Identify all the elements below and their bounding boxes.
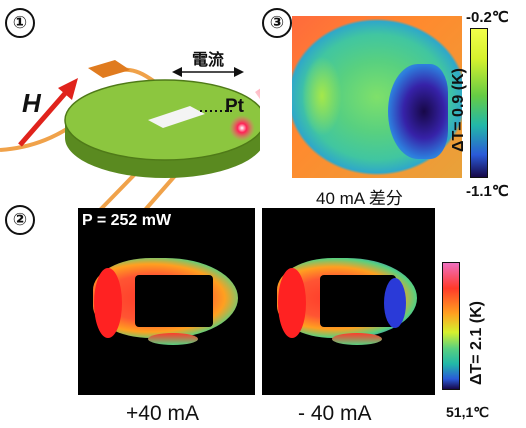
panel-marker-2: ② — [5, 205, 35, 235]
panel2-scale-bottom: 51,1℃ — [446, 404, 489, 420]
contact-pad — [88, 60, 130, 78]
panel3-colorbar — [470, 28, 488, 178]
panel3-scale-top: -0.2℃ — [466, 9, 509, 26]
power-label: P = 252 mW — [82, 212, 172, 229]
panel3-caption: 40 mA 差分 — [316, 189, 403, 208]
minus-caption: - 40 mA — [298, 402, 372, 425]
plus-caption: +40 mA — [126, 402, 199, 425]
pointer-arrow — [255, 88, 260, 100]
thermal-image-minus — [262, 208, 435, 395]
hot-spot — [229, 115, 255, 141]
field-label: H — [22, 88, 41, 118]
pt-label: Pt — [225, 96, 244, 117]
panel-marker-3: ③ — [262, 8, 292, 38]
current-label: 電流 — [192, 52, 225, 69]
panel3-scale-label: ΔT= 0.9 (K) — [450, 68, 467, 152]
panel2-scale-label: ΔT= 2.1 (K) — [468, 301, 485, 385]
h-arrow-head — [58, 78, 78, 100]
pt-strip — [148, 106, 205, 128]
schematic-illustration — [0, 60, 260, 212]
panel3-scale-bottom: -1.1℃ — [466, 183, 509, 200]
panel-marker-1: ① — [5, 8, 35, 38]
panel2-colorbar — [442, 262, 460, 390]
thermal-diff-image — [292, 16, 462, 178]
thermal-image-plus — [78, 208, 255, 395]
